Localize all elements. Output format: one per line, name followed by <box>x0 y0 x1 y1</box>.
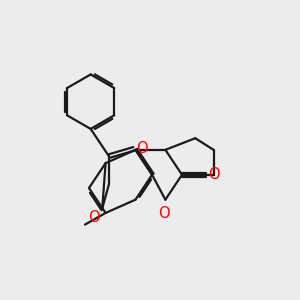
Text: O: O <box>136 141 148 156</box>
Text: O: O <box>88 210 100 225</box>
Text: O: O <box>158 206 170 220</box>
Text: O: O <box>208 167 220 182</box>
